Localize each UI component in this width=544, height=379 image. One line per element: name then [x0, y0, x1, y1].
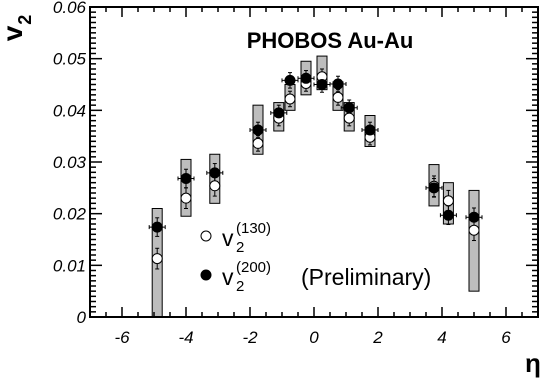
point-filled-circle	[364, 124, 376, 136]
point-filled-circle	[468, 211, 480, 223]
point-filled-circle	[428, 182, 440, 194]
point-filled-circle	[343, 102, 355, 114]
point-filled-circle	[442, 209, 454, 221]
point-filled-circle	[300, 72, 312, 84]
point-open-circle	[343, 112, 355, 124]
legend-sup-130: (130)	[236, 220, 271, 237]
legend-sub-200: 2	[236, 278, 244, 295]
point-open-circle	[332, 91, 344, 103]
point-open-circle	[252, 137, 264, 149]
y-tick-label: 0.01	[53, 256, 86, 275]
y-tick-label: 0.05	[53, 50, 87, 69]
y-tick-label: 0.02	[53, 205, 87, 224]
point-open-circle	[151, 253, 163, 265]
axis-ticks	[89, 6, 539, 318]
point-open-circle	[209, 180, 221, 192]
legend-suffix-preliminary: (Preliminary)	[301, 264, 431, 290]
legend-sup-200: (200)	[236, 259, 271, 276]
x-tick-label: 0	[309, 328, 319, 347]
point-open-circle	[442, 195, 454, 207]
y-tick-label: 0.04	[53, 101, 86, 120]
legend-label-130: v	[222, 225, 234, 251]
x-tick-label: 6	[501, 328, 511, 347]
data-markers	[151, 71, 480, 265]
chart-title: PHOBOS Au-Au	[247, 28, 414, 53]
point-open-circle	[180, 192, 192, 204]
x-tick-label: -2	[242, 328, 258, 347]
point-filled-circle	[180, 173, 192, 185]
legend-entry-130: v (130) 2	[200, 220, 271, 256]
point-open-circle	[284, 93, 296, 105]
x-axis-label: η	[525, 348, 541, 378]
x-tick-label: 4	[437, 328, 446, 347]
point-filled-circle	[209, 167, 221, 179]
y-tick-label: 0.03	[53, 153, 87, 172]
legend: v (130) 2 v (200) 2 (Preliminary)	[200, 220, 431, 295]
legend-sub-130: 2	[236, 239, 244, 256]
point-filled-circle	[332, 78, 344, 90]
axis-tick-labels: -6 -4 -2 0 2 4 6 0 0.01 0.02 0.03 0.04 0.05 0.06	[53, 0, 511, 347]
legend-marker-filled-circle	[200, 269, 212, 281]
point-filled-circle	[151, 221, 163, 233]
point-open-circle	[468, 224, 480, 236]
y-tick-label: 0.06	[53, 0, 87, 17]
x-tick-label: -4	[178, 328, 193, 347]
point-filled-circle	[316, 79, 328, 90]
legend-label-200: v	[222, 264, 234, 290]
point-filled-circle	[284, 74, 296, 86]
point-filled-circle	[273, 107, 285, 119]
legend-entry-200: v (200) 2 (Preliminary)	[200, 259, 431, 295]
y-tick-label: 0	[77, 308, 87, 327]
x-tick-label: -6	[114, 328, 130, 347]
y-axis-label: v2	[0, 15, 35, 42]
legend-marker-open-circle	[200, 230, 212, 242]
point-filled-circle	[252, 124, 264, 136]
x-tick-label: 2	[372, 328, 383, 347]
